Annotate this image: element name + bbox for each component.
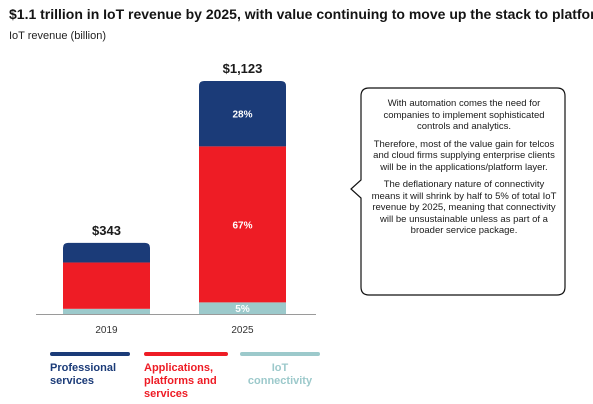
- bar-segment-applications-2019: [63, 262, 150, 309]
- bar-segment-applications-2025: [199, 146, 286, 303]
- legend-swatch-professional: [50, 352, 130, 356]
- legend-label-connectivity: IoT connectivity: [247, 362, 313, 387]
- segment-label-connectivity-2025: 5%: [235, 304, 250, 315]
- callout-paragraph-3: The deflationary nature of connectivity …: [371, 179, 557, 236]
- x-tick-label-2019: 2019: [95, 325, 118, 336]
- segment-label-professional-2025: 28%: [232, 110, 252, 121]
- callout-paragraph-2: Therefore, most of the value gain for te…: [373, 138, 555, 173]
- legend-item-applications: Applications, platforms and services: [144, 352, 228, 401]
- bar-segment-professional-2025: [199, 81, 286, 147]
- chart-title: $1.1 trillion in IoT revenue by 2025, wi…: [9, 6, 593, 22]
- bar-total-label-2019: $343: [92, 223, 121, 238]
- segment-label-applications-2025: 67%: [232, 220, 252, 231]
- x-tick-label-2025: 2025: [231, 325, 254, 336]
- bar-total-label-2025: $1,123: [223, 61, 263, 76]
- legend-label-applications: Applications, platforms and services: [144, 362, 217, 400]
- legend-swatch-connectivity: [240, 352, 320, 356]
- callout-paragraph-1: With automation comes the need for compa…: [383, 98, 545, 132]
- callout-text: With automation comes the need for compa…: [371, 98, 557, 243]
- callout-bubble: [350, 87, 566, 296]
- bar-segment-professional-2019: [63, 242, 150, 263]
- legend-label-professional: Professional services: [50, 362, 117, 387]
- legend-swatch-applications: [144, 352, 228, 356]
- stacked-bar-chart: $343 2019 5% 67% 28% $1,123 2025: [36, 61, 566, 336]
- legend-item-professional-services: Professional services: [50, 352, 130, 388]
- bar-segment-connectivity-2025: [199, 302, 286, 314]
- legend-item-iot-connectivity: IoT connectivity: [240, 352, 320, 388]
- chart-subtitle: IoT revenue (billion): [9, 30, 107, 42]
- bar-segment-connectivity-2019: [63, 308, 150, 314]
